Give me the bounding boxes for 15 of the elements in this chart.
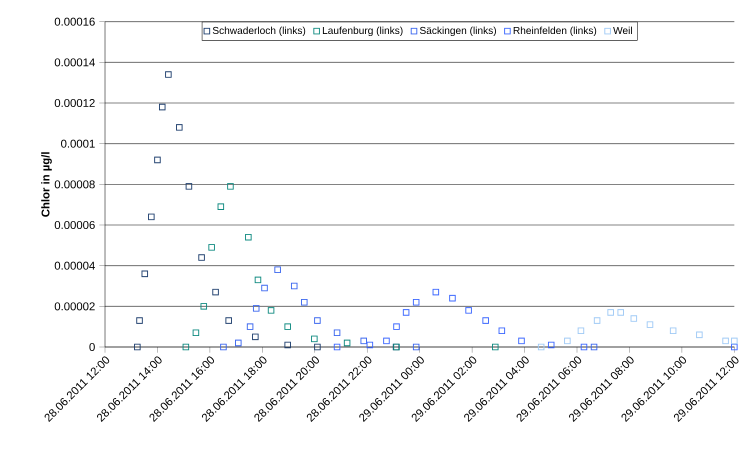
y-tick-label: 0 — [89, 343, 95, 352]
legend-label: Laufenburg (links) — [322, 26, 403, 36]
legend-label: Schwaderloch (links) — [212, 26, 306, 36]
y-axis-title: Chlor in µg/l — [41, 152, 52, 217]
legend-label: Weil — [613, 26, 632, 34]
y-tick-label: 0.00004 — [54, 262, 95, 270]
y-tick-label: 0.00008 — [54, 180, 95, 188]
y-tick-label: 0.00002 — [54, 302, 95, 310]
y-tick-label: 0.00014 — [54, 58, 95, 66]
y-tick-label: 0.00006 — [54, 221, 95, 230]
legend-label: Säckingen (links) — [420, 26, 496, 36]
y-tick-label: 0.0001 — [61, 140, 95, 148]
y-tick-label: 0.00012 — [54, 99, 95, 108]
legend-label: Rheinfelden (links) — [514, 26, 596, 36]
y-tick-label: 0.00016 — [54, 18, 95, 26]
